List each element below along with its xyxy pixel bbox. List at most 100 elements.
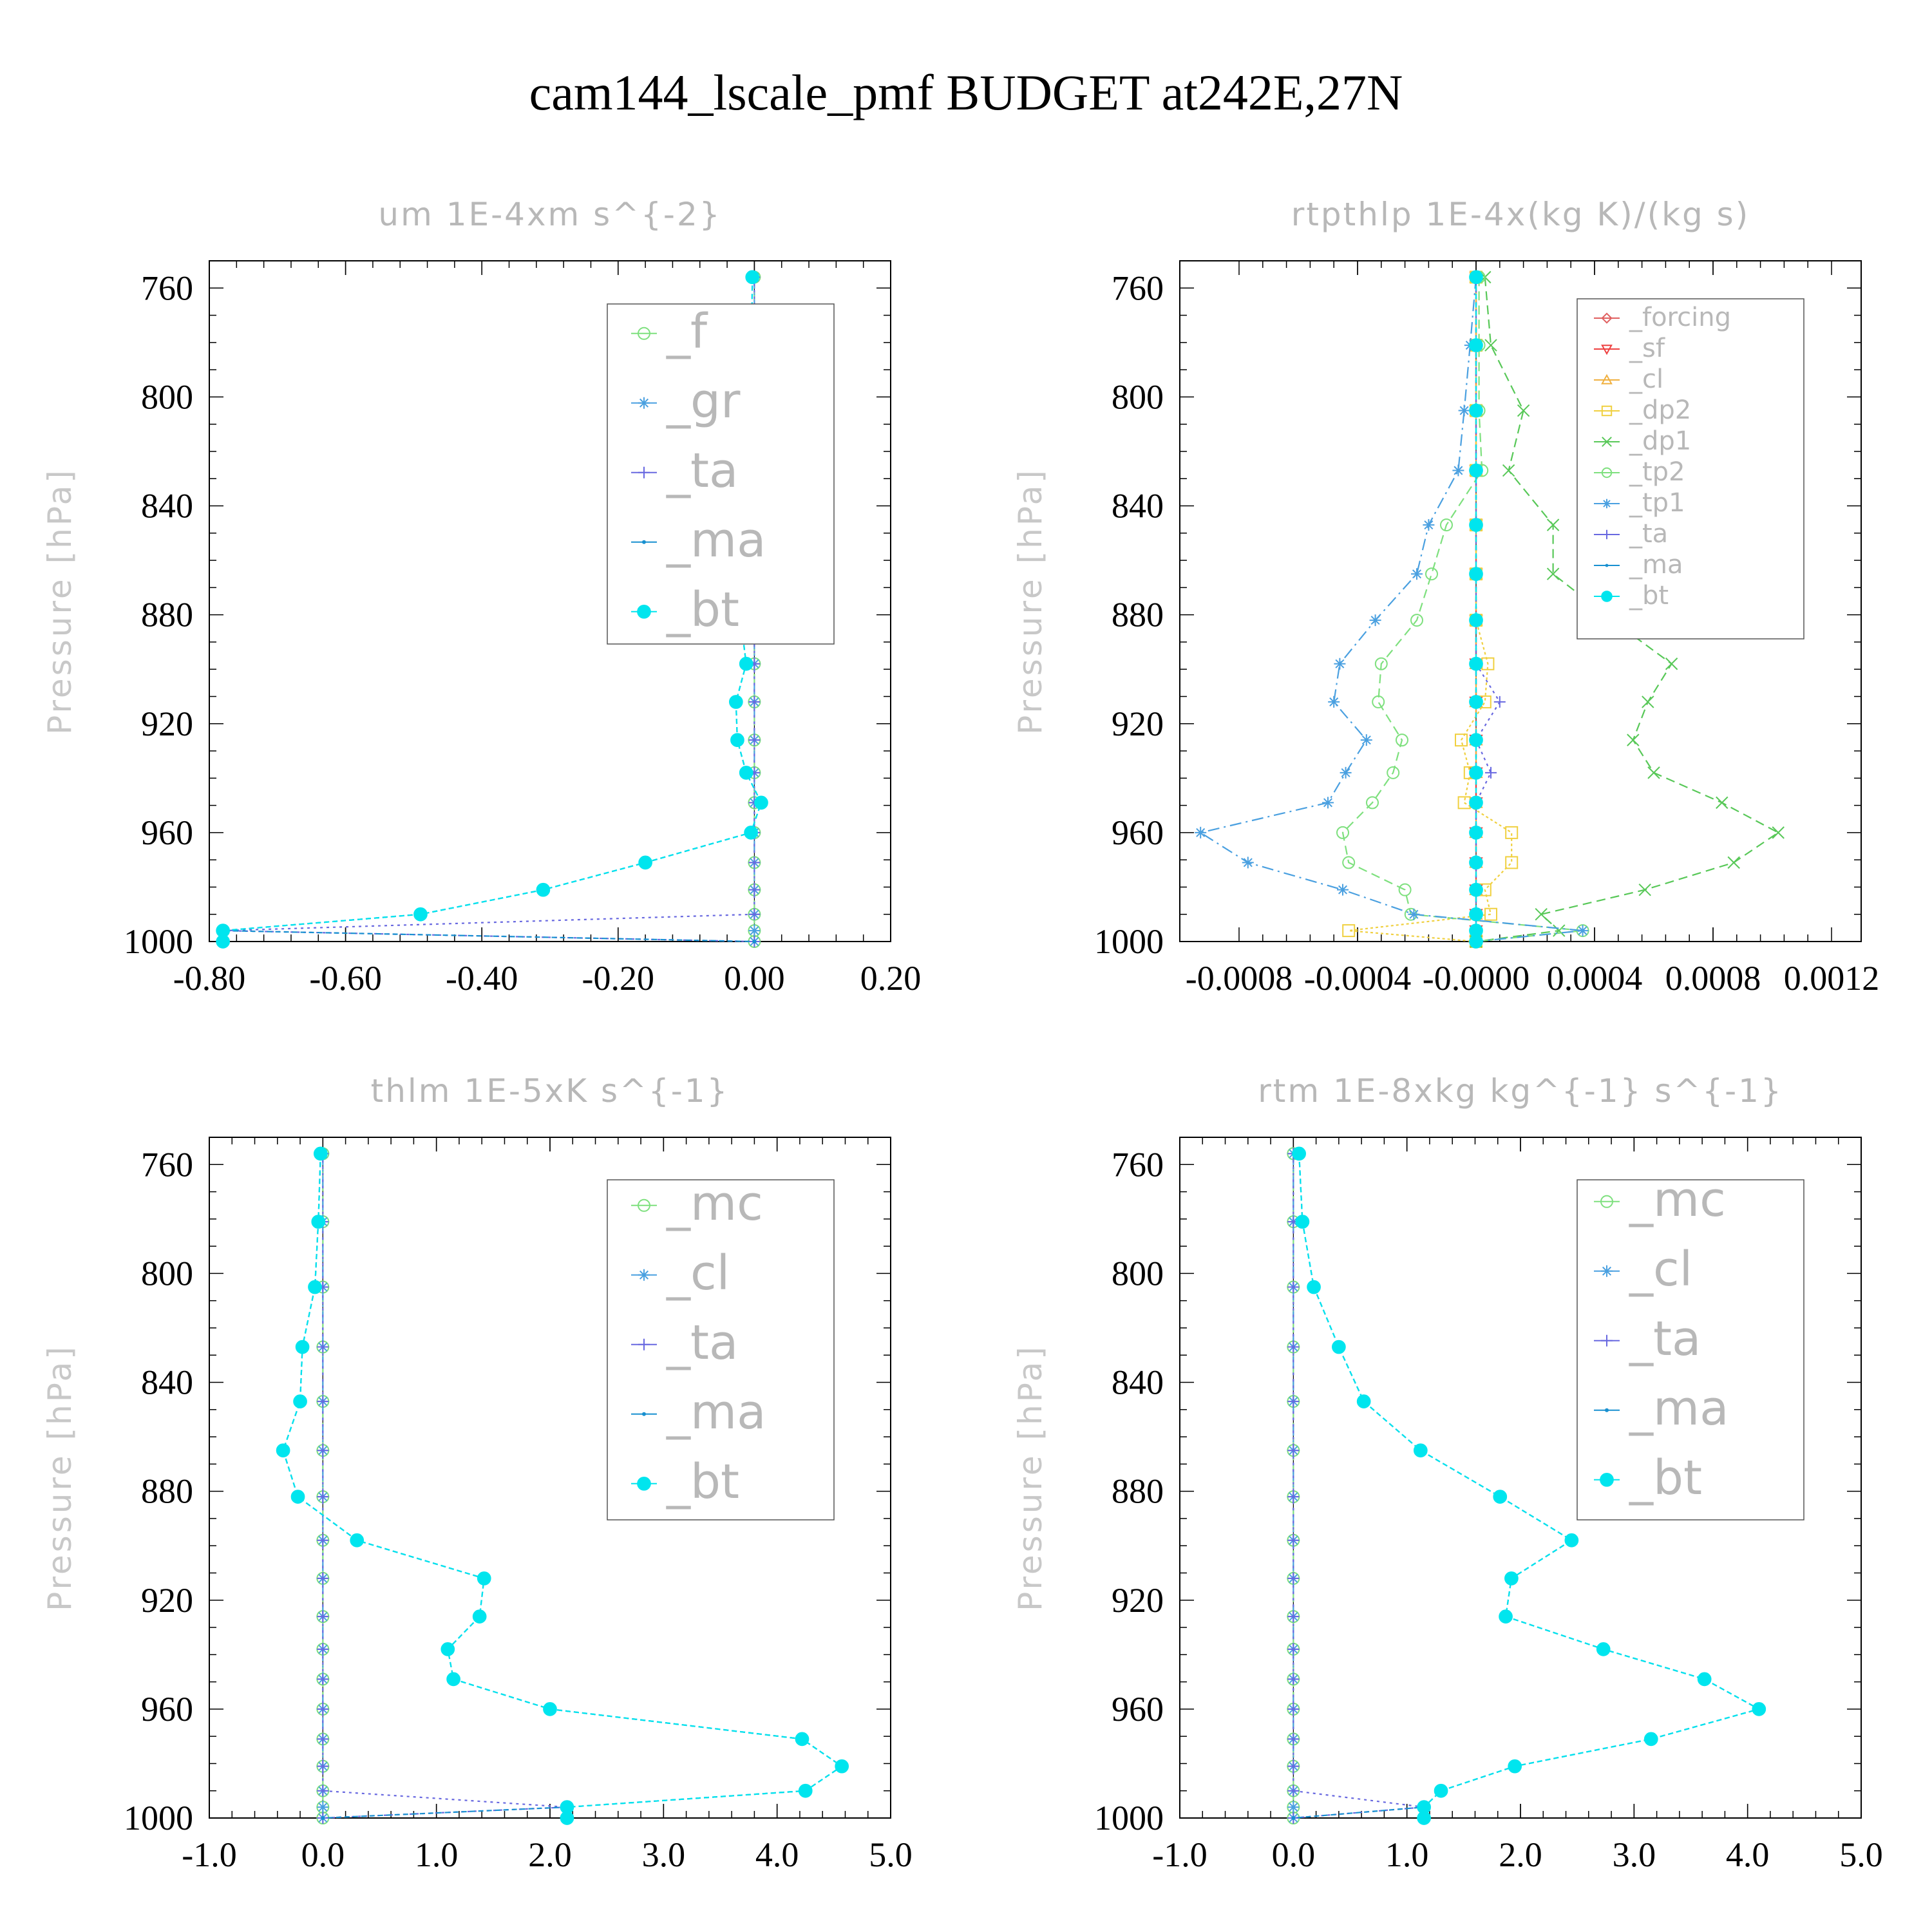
data-point: [1366, 796, 1379, 810]
data-point: [1469, 613, 1483, 627]
y-tick-label: 920: [1112, 1581, 1164, 1620]
data-point: [317, 1444, 329, 1457]
data-point: [1469, 463, 1483, 478]
series-bt: [1469, 270, 1483, 949]
data-point: [1469, 403, 1483, 418]
data-point: [1328, 696, 1340, 708]
legend-label: _forcing: [1629, 303, 1731, 332]
y-tick-label: 760: [141, 1145, 193, 1184]
legend-marker: [1601, 345, 1613, 355]
data-point: [1434, 1783, 1448, 1798]
y-axis-label: Pressure [hPa]: [41, 1344, 79, 1611]
data-point: [290, 1490, 305, 1504]
y-tick-label: 800: [141, 1254, 193, 1293]
data-point: [835, 1759, 849, 1774]
legend-marker: [638, 397, 650, 409]
x-tick-label: -1.0: [182, 1835, 236, 1874]
x-tick-label: 0.0008: [1665, 959, 1761, 998]
legend-marker: [642, 540, 646, 544]
series-line: [222, 277, 762, 942]
x-tick-label: 0.0004: [1547, 959, 1643, 998]
data-point: [1411, 568, 1423, 580]
data-point: [1291, 1816, 1296, 1820]
data-point: [1553, 924, 1566, 937]
y-tick-label: 840: [1112, 1363, 1164, 1402]
data-point: [1484, 339, 1497, 352]
data-point: [295, 1340, 310, 1354]
data-point: [440, 1642, 455, 1656]
series-ta: [1287, 1148, 1430, 1824]
legend: _mc _cl _ta _ma _bt: [607, 1176, 835, 1520]
data-point: [293, 1394, 307, 1408]
data-point: [745, 270, 760, 285]
data-point: [1469, 855, 1483, 870]
data-point: [730, 733, 744, 747]
data-point: [1287, 1733, 1300, 1745]
series-tp1: [1195, 271, 1589, 947]
data-point: [317, 1801, 329, 1814]
legend-marker: [1602, 498, 1612, 509]
data-point: [1337, 884, 1349, 896]
data-point: [1287, 1611, 1300, 1623]
data-point: [1322, 797, 1334, 809]
legend-marker: [1601, 374, 1613, 384]
legend-marker: [1601, 591, 1613, 602]
y-tick-label: 800: [1112, 377, 1164, 416]
data-point: [752, 940, 757, 943]
data-point: [1508, 1759, 1522, 1774]
y-tick-label: 960: [141, 813, 193, 852]
data-point: [1493, 1490, 1508, 1504]
legend-label: _cl: [1629, 1242, 1692, 1297]
series-line: [322, 1153, 567, 1819]
plot-frame: [209, 260, 891, 942]
x-tick-label: 0.00: [724, 959, 785, 998]
data-point: [795, 1732, 810, 1747]
x-tick-label: 0.0: [301, 1835, 345, 1874]
data-point: [1716, 796, 1728, 810]
data-point: [311, 1215, 326, 1229]
legend-marker: [638, 1198, 650, 1212]
legend-marker: [1601, 312, 1613, 324]
series-bt: [276, 1146, 849, 1825]
y-axis-label: Pressure [hPa]: [1012, 468, 1049, 735]
x-tick-label: 1.0: [1385, 1835, 1429, 1874]
data-point: [317, 1733, 329, 1745]
data-point: [1638, 883, 1651, 896]
y-tick-label: 880: [141, 1472, 193, 1511]
data-point: [313, 1146, 328, 1161]
data-point: [1292, 1146, 1307, 1161]
data-point: [1195, 826, 1207, 838]
data-point: [317, 1611, 329, 1623]
legend: _mc _cl _ta _ma _bt: [1577, 1172, 1804, 1520]
data-point: [1564, 1533, 1579, 1548]
data-point: [739, 766, 753, 780]
data-point: [754, 795, 768, 810]
data-point: [1642, 696, 1654, 708]
data-point: [1398, 883, 1412, 896]
data-point: [317, 1703, 329, 1715]
data-point: [1469, 733, 1483, 747]
data-point: [1469, 795, 1483, 810]
data-point: [350, 1533, 365, 1548]
x-tick-label: 0.0012: [1784, 959, 1880, 998]
legend-label: _dp2: [1629, 395, 1691, 425]
data-point: [1295, 1215, 1310, 1229]
data-point: [543, 1702, 557, 1716]
y-tick-label: 800: [1112, 1254, 1164, 1293]
data-point: [1242, 857, 1254, 869]
data-point: [1356, 1394, 1371, 1408]
data-point: [1387, 766, 1400, 779]
data-point: [1596, 1642, 1611, 1656]
legend-label: _bt: [1629, 581, 1669, 611]
data-point: [317, 1785, 329, 1797]
legend-label: _tp2: [1629, 457, 1685, 487]
data-point: [413, 907, 428, 922]
plot-frame: [1179, 260, 1862, 942]
legend-label: _ta: [666, 443, 738, 498]
panel-title: rtm 1E-8xkg kg^{-1} s^{-1}: [1258, 1072, 1783, 1110]
series-line: [1349, 277, 1513, 943]
y-tick-label: 920: [1112, 705, 1164, 743]
legend-marker: [638, 466, 650, 478]
legend: _f _gr _ta _ma _bt: [607, 303, 835, 645]
data-point: [1627, 734, 1640, 746]
